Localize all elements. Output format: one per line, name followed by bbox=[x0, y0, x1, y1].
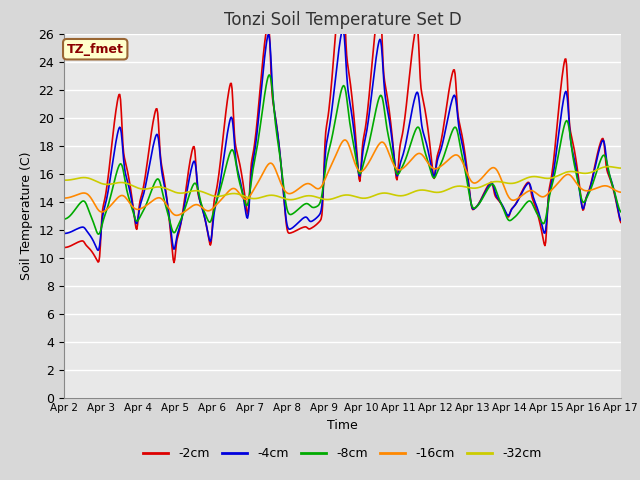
-16cm bbox=[428, 165, 436, 170]
Line: -8cm: -8cm bbox=[64, 75, 621, 234]
Y-axis label: Soil Temperature (C): Soil Temperature (C) bbox=[20, 152, 33, 280]
-4cm bbox=[339, 26, 347, 32]
-8cm bbox=[214, 193, 222, 199]
-2cm bbox=[60, 245, 68, 251]
Line: -2cm: -2cm bbox=[64, 0, 621, 263]
-8cm bbox=[428, 172, 436, 178]
-2cm bbox=[170, 260, 178, 265]
-4cm bbox=[60, 230, 68, 236]
-4cm bbox=[94, 248, 102, 253]
-32cm bbox=[184, 189, 192, 195]
-32cm bbox=[60, 177, 68, 183]
-32cm bbox=[428, 189, 435, 194]
-32cm bbox=[214, 193, 221, 199]
-4cm bbox=[185, 179, 193, 184]
-32cm bbox=[605, 164, 612, 169]
-16cm bbox=[127, 203, 135, 208]
-2cm bbox=[214, 177, 222, 182]
Line: -4cm: -4cm bbox=[64, 29, 621, 251]
-16cm bbox=[341, 137, 349, 143]
-4cm bbox=[617, 217, 625, 223]
-8cm bbox=[617, 209, 625, 215]
-8cm bbox=[60, 216, 68, 222]
-8cm bbox=[412, 127, 419, 133]
-4cm bbox=[412, 92, 419, 98]
-16cm bbox=[185, 206, 193, 212]
Title: Tonzi Soil Temperature Set D: Tonzi Soil Temperature Set D bbox=[223, 11, 461, 29]
-2cm bbox=[127, 191, 135, 197]
-8cm bbox=[70, 208, 78, 214]
-8cm bbox=[128, 206, 136, 212]
-4cm bbox=[128, 200, 136, 206]
-2cm bbox=[70, 241, 78, 247]
-4cm bbox=[70, 228, 78, 233]
-32cm bbox=[411, 189, 419, 194]
-16cm bbox=[617, 189, 625, 195]
-32cm bbox=[287, 197, 295, 203]
-16cm bbox=[60, 195, 68, 201]
-32cm bbox=[617, 165, 625, 171]
-32cm bbox=[127, 182, 135, 188]
-4cm bbox=[214, 192, 222, 197]
-16cm bbox=[214, 200, 222, 206]
Text: TZ_fmet: TZ_fmet bbox=[67, 43, 124, 56]
Legend: -2cm, -4cm, -8cm, -16cm, -32cm: -2cm, -4cm, -8cm, -16cm, -32cm bbox=[138, 442, 547, 465]
-32cm bbox=[70, 176, 78, 182]
-16cm bbox=[412, 152, 419, 158]
-16cm bbox=[173, 213, 181, 218]
-8cm bbox=[266, 72, 273, 78]
-2cm bbox=[617, 219, 625, 225]
-8cm bbox=[185, 194, 193, 200]
-2cm bbox=[412, 26, 419, 32]
X-axis label: Time: Time bbox=[327, 419, 358, 432]
Line: -16cm: -16cm bbox=[64, 140, 621, 216]
-8cm bbox=[95, 231, 102, 237]
-4cm bbox=[428, 167, 436, 173]
Line: -32cm: -32cm bbox=[64, 167, 621, 200]
-2cm bbox=[428, 160, 436, 166]
-2cm bbox=[185, 167, 193, 172]
-16cm bbox=[70, 193, 78, 199]
